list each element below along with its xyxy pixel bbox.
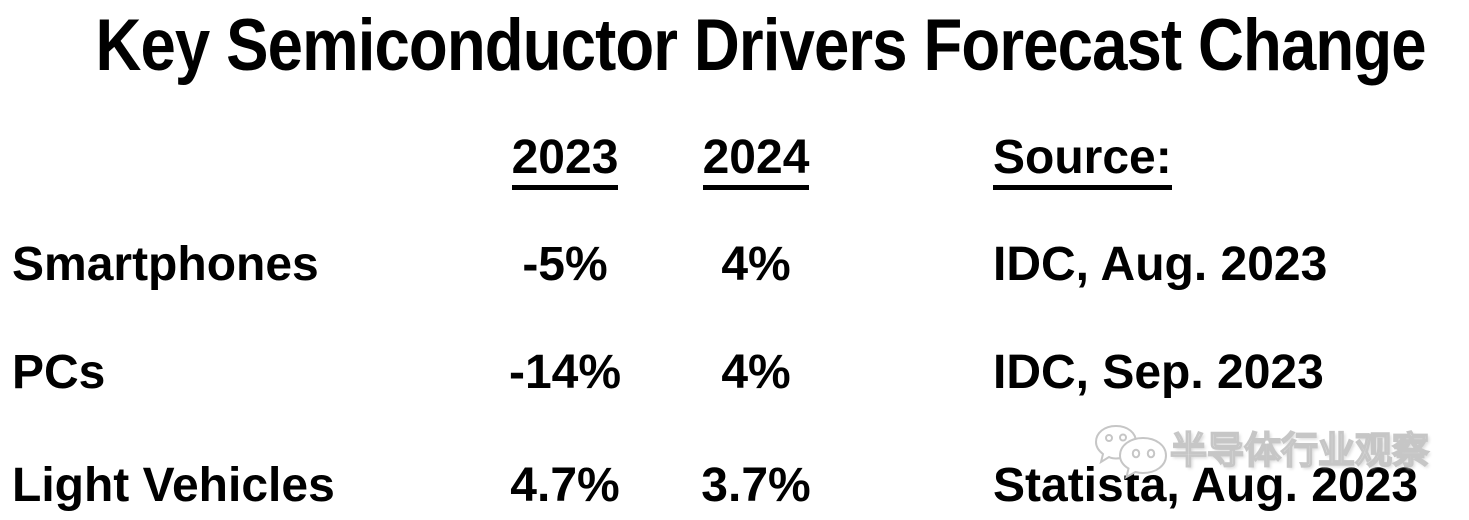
source-pcs: IDC, Sep. 2023 xyxy=(993,346,1324,399)
value-2024-pcs: 4% xyxy=(721,346,791,399)
table-header-2023-label: 2023 xyxy=(511,134,619,190)
value-2023-light-vehicles: 4.7% xyxy=(510,459,620,512)
value-2023-pcs: -14% xyxy=(508,346,622,399)
source-smartphones: IDC, Aug. 2023 xyxy=(993,238,1328,291)
table-row: Light Vehicles 4.7% 3.7% Statista, Aug. … xyxy=(0,462,1469,510)
driver-name-light-vehicles: Light Vehicles xyxy=(12,459,335,512)
source-light-vehicles: Statista, Aug. 2023 xyxy=(993,459,1419,512)
table-header-source: Source: xyxy=(993,134,1172,190)
value-2024-light-vehicles: 3.7% xyxy=(701,459,811,512)
page-title: Key Semiconductor Drivers Forecast Chang… xyxy=(95,5,1426,86)
table-row: Smartphones -5% 4% IDC, Aug. 2023 xyxy=(0,241,1469,289)
table-header-row: 2023 2024 Source: xyxy=(0,134,1469,190)
value-2024-smartphones: 4% xyxy=(721,238,791,291)
value-2023-smartphones: -5% xyxy=(522,238,608,291)
table-header-2024: 2024 xyxy=(690,134,822,190)
driver-name-pcs: PCs xyxy=(12,346,106,399)
driver-name-smartphones: Smartphones xyxy=(12,238,319,291)
table-header-2024-label: 2024 xyxy=(702,134,810,190)
table-header-2023: 2023 xyxy=(440,134,690,190)
table-row: PCs -14% 4% IDC, Sep. 2023 xyxy=(0,349,1469,397)
table-header-source-label: Source: xyxy=(993,134,1172,190)
